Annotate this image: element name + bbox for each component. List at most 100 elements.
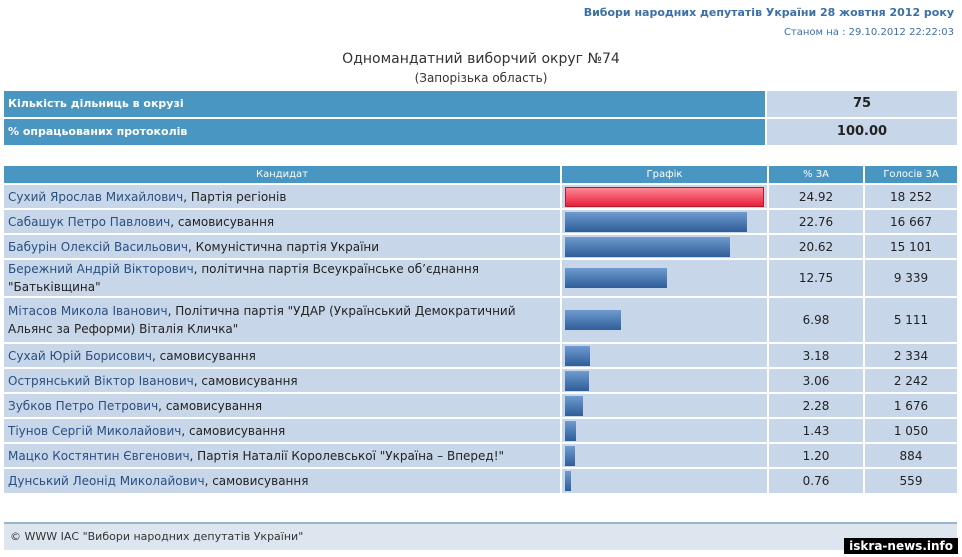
candidate-party: самовисування <box>159 348 256 363</box>
percent-cell: 22.76 <box>768 208 865 234</box>
col-header-votes: Голосів ЗА <box>864 166 957 184</box>
vote-bar <box>565 395 583 416</box>
candidate-cell: Бережний Андрій Вікторович, політична па… <box>4 258 562 297</box>
vote-bar <box>565 310 621 330</box>
candidate-party: Партія регіонів <box>190 189 287 204</box>
graph-cell <box>561 258 769 297</box>
votes-cell: 16 667 <box>864 208 957 234</box>
stat-label: Кількість дільниць в окрузі <box>4 91 765 117</box>
vote-bar <box>565 445 575 466</box>
percent-cell: 0.76 <box>768 467 865 493</box>
percent-cell: 3.18 <box>768 342 865 368</box>
candidate-party: самовисування <box>188 423 286 438</box>
candidate-name: Сухий Ярослав Михайлович <box>8 189 184 204</box>
votes-cell: 1 676 <box>864 392 957 418</box>
vote-bar <box>565 370 589 391</box>
candidate-cell: Зубков Петро Петрович, самовисування <box>4 392 562 418</box>
stat-label: % опрацьованих протоколів <box>4 119 765 145</box>
votes-cell: 9 339 <box>864 258 957 297</box>
candidate-party: самовисування <box>177 214 275 229</box>
percent-cell: 12.75 <box>768 258 865 297</box>
footer: © WWW ІАС "Вибори народних депутатів Укр… <box>4 522 957 550</box>
table-row: Зубков Петро Петрович, самовисування 2.28… <box>4 392 957 418</box>
vote-bar <box>565 186 764 207</box>
candidate-party: Комуністична партія України <box>195 239 380 254</box>
table-row: Сухий Ярослав Михайлович, Партія регіоні… <box>4 183 957 209</box>
candidate-name: Мацко Костянтин Євгенович <box>8 448 190 463</box>
table-row: Острянський Віктор Іванович, самовисуван… <box>4 367 957 393</box>
candidate-name: Сухай Юрій Борисович <box>8 348 152 363</box>
votes-cell: 884 <box>864 442 957 468</box>
votes-cell: 559 <box>864 467 957 493</box>
table-row: Мітасов Микола Іванович, Політична парті… <box>4 296 957 343</box>
candidate-name: Дунський Леонід Миколайович <box>8 474 205 488</box>
votes-cell: 2 334 <box>864 342 957 368</box>
vote-bar <box>565 420 576 441</box>
candidate-cell: Сухай Юрій Борисович, самовисування <box>4 342 562 368</box>
graph-cell <box>561 342 769 368</box>
table-row: Сабашук Петро Павлович, самовисування 22.… <box>4 208 957 234</box>
results-table: Кандидат Графік % ЗА Голосів ЗА Сухий Яр… <box>4 166 957 493</box>
candidate-cell: Тіунов Сергій Миколайович, самовисування <box>4 417 562 443</box>
votes-cell: 1 050 <box>864 417 957 443</box>
percent-cell: 2.28 <box>768 392 865 418</box>
watermark: iskra-news.info <box>844 538 958 554</box>
candidate-party: Політична партія "УДАР (Український Демо… <box>8 304 516 336</box>
stat-stations: Кількість дільниць в окрузі 75 <box>4 91 957 117</box>
candidate-cell: Мацко Костянтин Євгенович, Партія Наталі… <box>4 442 562 468</box>
district-region: (Запорізька область) <box>414 71 548 85</box>
table-row: Бабурін Олексій Васильович, Комуністична… <box>4 233 957 259</box>
percent-cell: 1.43 <box>768 417 865 443</box>
candidate-name: Острянський Віктор Іванович <box>8 373 194 388</box>
candidate-cell: Сухий Ярослав Михайлович, Партія регіоні… <box>4 183 562 209</box>
table-row: Дунський Леонід Миколайович, самовисуван… <box>4 467 957 493</box>
candidate-cell: Дунський Леонід Миколайович, самовисуван… <box>4 467 562 493</box>
candidate-name: Бабурін Олексій Васильович <box>8 239 189 254</box>
graph-cell <box>561 392 769 418</box>
percent-cell: 24.92 <box>768 183 865 209</box>
candidate-name: Бережний Андрій Вікторович <box>8 262 194 276</box>
candidate-party: самовисування <box>201 373 298 388</box>
table-row: Мацко Костянтин Євгенович, Партія Наталі… <box>4 442 957 468</box>
percent-cell: 20.62 <box>768 233 865 259</box>
votes-cell: 18 252 <box>864 183 957 209</box>
graph-cell <box>561 296 769 343</box>
col-header-percent: % ЗА <box>768 166 865 184</box>
candidate-cell: Мітасов Микола Іванович, Політична парті… <box>4 296 562 343</box>
candidate-name: Зубков Петро Петрович <box>8 398 159 413</box>
vote-bar <box>565 345 590 366</box>
col-header-candidate: Кандидат <box>4 166 562 184</box>
percent-cell: 1.20 <box>768 442 865 468</box>
vote-bar <box>565 236 730 257</box>
candidate-cell: Острянський Віктор Іванович, самовисуван… <box>4 367 562 393</box>
vote-bar <box>565 211 747 232</box>
col-header-graph: Графік <box>561 166 769 184</box>
graph-cell <box>561 417 769 443</box>
table-row: Сухай Юрій Борисович, самовисування 3.18 2… <box>4 342 957 368</box>
graph-cell <box>561 442 769 468</box>
percent-cell: 6.98 <box>768 296 865 343</box>
table-row: Тіунов Сергій Миколайович, самовисування… <box>4 417 957 443</box>
candidate-name: Сабашук Петро Павлович <box>8 214 171 229</box>
candidate-party: Партія Наталії Королевської "Україна – В… <box>197 448 505 463</box>
candidate-cell: Бабурін Олексій Васильович, Комуністична… <box>4 233 562 259</box>
candidate-party: політична партія Всеукраїнське об’єднанн… <box>8 262 479 294</box>
candidate-name: Тіунов Сергій Миколайович <box>8 423 182 438</box>
status-timestamp: Станом на : 29.10.2012 22:22:03 <box>783 27 954 38</box>
percent-cell: 3.06 <box>768 367 865 393</box>
graph-cell <box>561 183 769 209</box>
election-title: Вибори народних депутатів України 28 жов… <box>583 6 954 19</box>
candidate-party: самовисування <box>212 474 309 488</box>
graph-cell <box>561 233 769 259</box>
votes-cell: 5 111 <box>864 296 957 343</box>
votes-cell: 2 242 <box>864 367 957 393</box>
district-title: Одномандатний виборчий округ №74 <box>342 51 620 67</box>
candidate-name: Мітасов Микола Іванович <box>8 304 168 318</box>
votes-cell: 15 101 <box>864 233 957 259</box>
stat-value: 75 <box>767 91 957 117</box>
graph-cell <box>561 467 769 493</box>
vote-bar <box>565 471 571 491</box>
graph-cell <box>561 208 769 234</box>
stat-value: 100.00 <box>767 119 957 145</box>
candidate-party: самовисування <box>165 398 263 413</box>
